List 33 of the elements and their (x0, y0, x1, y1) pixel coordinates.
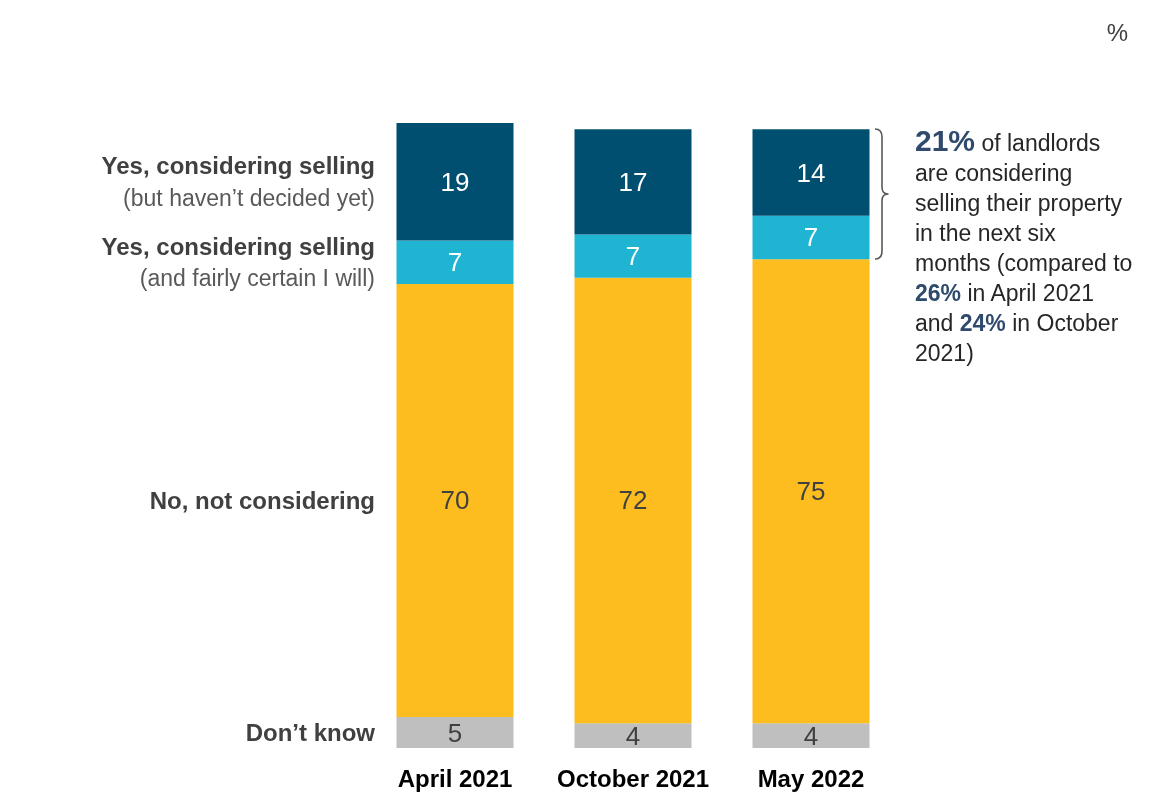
series-label: No, not considering (149, 486, 375, 514)
series-label: Yes, considering selling (and fairly certain I will) (101, 232, 375, 292)
bar (574, 277, 692, 724)
bar (574, 723, 692, 748)
data-label: 7 (447, 247, 463, 278)
series-label: Don’t know (245, 719, 376, 747)
data-label: 4 (625, 720, 641, 751)
series-label: Yes, considering selling (but haven’t decided yet) (101, 152, 375, 211)
x-tick-label: May 2022 (757, 764, 865, 792)
bar (752, 723, 870, 748)
bar (396, 240, 514, 284)
data-label: 7 (803, 222, 819, 253)
data-label: 70 (440, 485, 470, 516)
data-label: 19 (440, 166, 470, 197)
data-label: 72 (618, 485, 648, 516)
data-label: 14 (796, 157, 826, 188)
bar (752, 259, 870, 724)
data-label: 4 (803, 720, 819, 751)
bar (396, 123, 514, 241)
x-tick-label: April 2021 (397, 764, 513, 792)
bar (396, 717, 514, 748)
bar (574, 234, 692, 278)
data-label: 17 (618, 166, 648, 197)
data-label: 75 (796, 476, 826, 507)
bar (752, 215, 870, 260)
data-label: 5 (447, 717, 463, 748)
bar (574, 129, 692, 235)
text: 21% of landlords are considering selling their property in the next six months (compared to 26% in April 2021 and 24% in October 2021) (915, 124, 1133, 366)
text: % (1106, 18, 1128, 46)
bar (396, 283, 514, 718)
x-tick-label: October 2021 (556, 764, 710, 792)
bar (752, 129, 870, 216)
data-label: 7 (625, 241, 641, 272)
